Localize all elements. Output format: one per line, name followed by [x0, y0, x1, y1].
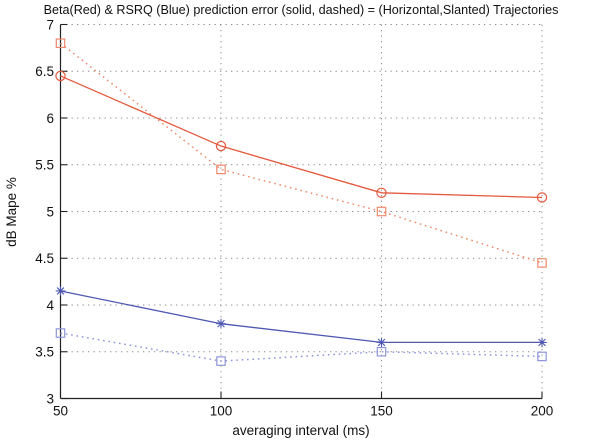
marker-circle: [55, 70, 66, 82]
marker-asterisk: [376, 337, 387, 348]
series-line-2: [60, 290, 542, 344]
marker-square: [537, 351, 547, 362]
marker-square: [55, 38, 66, 48]
y-axis-label: dB Mape %: [4, 177, 19, 247]
y-tick-label: 6.5: [35, 64, 54, 79]
marker-asterisk: [537, 337, 547, 348]
x-tick-label: 50: [53, 404, 68, 419]
x-tick-label: 100: [210, 404, 233, 419]
marker-circle: [376, 187, 387, 198]
y-tick-label: 5.5: [35, 158, 54, 173]
gridlines: [60, 24, 543, 399]
x-axis-label: averaging interval (ms): [232, 423, 369, 438]
chart-title: Beta(Red) & RSRQ (Blue) prediction error…: [44, 3, 559, 17]
series-line-1: [60, 42, 543, 264]
marker-square: [376, 346, 387, 357]
y-tick-label: 5: [46, 204, 54, 219]
marker-square: [537, 258, 547, 268]
y-tick-label: 3: [46, 391, 54, 406]
y-tick-label: 4.5: [35, 251, 54, 266]
data-series: [55, 38, 548, 366]
series-line-3: [60, 332, 543, 362]
y-tick-label: 3.5: [35, 345, 54, 360]
y-tick-label: 7: [46, 17, 54, 32]
y-tick-label: 6: [46, 111, 54, 126]
axes: [59, 23, 543, 400]
marker-square: [376, 206, 387, 217]
marker-asterisk: [55, 286, 66, 296]
marker-circle: [215, 140, 227, 152]
marker-square: [55, 328, 66, 338]
x-tick-label: 150: [370, 404, 393, 419]
series-line-0: [60, 75, 543, 199]
marker-square: [216, 356, 226, 366]
marker-square: [216, 164, 226, 175]
marker-asterisk: [216, 318, 226, 329]
marker-circle: [536, 192, 548, 203]
y-tick-label: 4: [46, 298, 54, 313]
tick-labels: 3 3.5 4 4.5 5 5.5 6 6.5 7 50 100 150 200: [35, 17, 553, 418]
x-tick-label: 200: [531, 404, 554, 419]
